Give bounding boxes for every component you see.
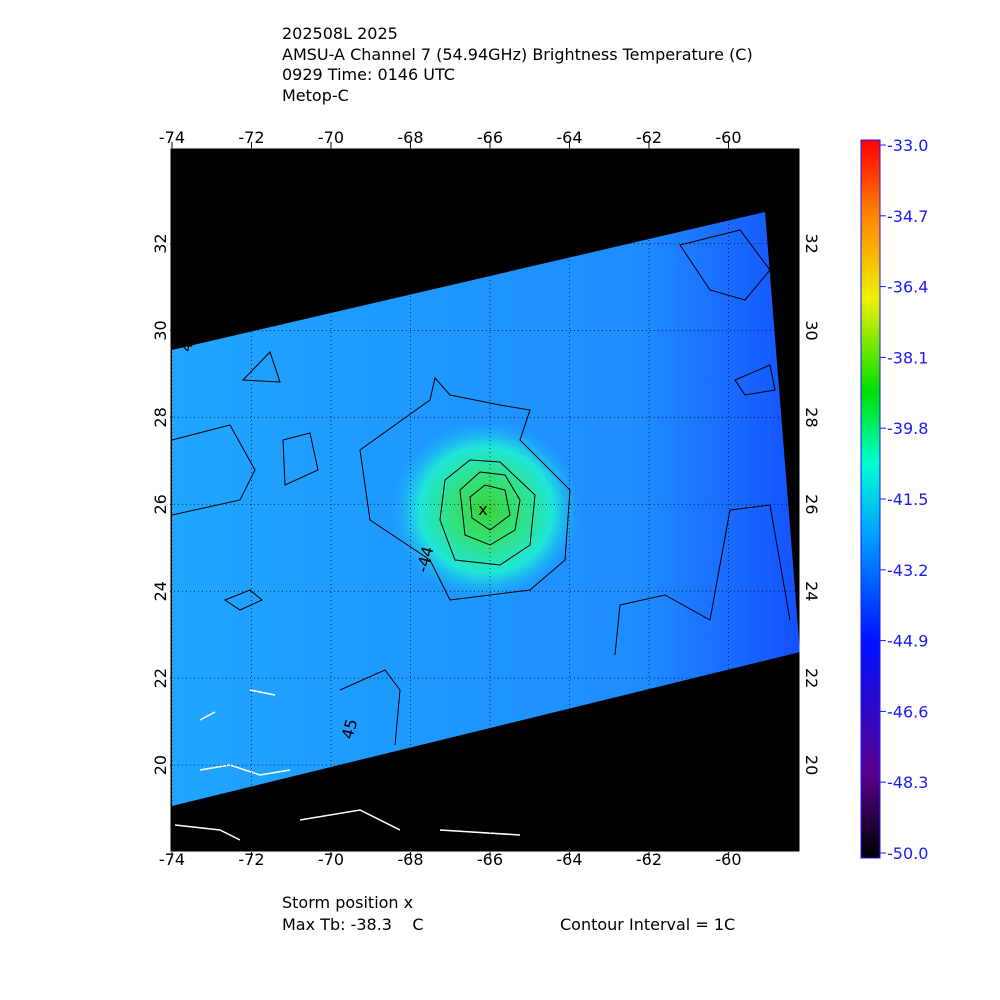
colorbar-label: -34.7 [887,207,928,226]
lat-label: 24 [802,581,821,601]
coastline [174,689,521,841]
colorbar-label: -36.4 [887,278,928,297]
lon-label: -72 [238,128,264,147]
lon-label: -66 [477,850,503,869]
lat-label: 26 [151,494,170,514]
lat-label: 28 [151,407,170,427]
lat-label: 30 [151,320,170,340]
colorbar-label: -41.5 [887,490,928,509]
lon-label: -70 [318,128,344,147]
colorbar-label: -33.0 [887,136,928,155]
colorbar [860,139,881,859]
lon-label: -70 [318,850,344,869]
lat-label: 30 [802,320,821,340]
lat-label: 28 [802,407,821,427]
lon-label: -68 [397,850,423,869]
graticule [170,148,800,852]
lon-label: -60 [715,128,741,147]
lon-label: -60 [715,850,741,869]
axis-labels: -74 -74 -72 -72 -70 -70 -68 -68 -66 -66 -64 -64 -62 -… [151,128,821,869]
colorbar-label: -44.9 [887,632,928,651]
contours [171,229,791,746]
lon-label: -74 [159,850,185,869]
colorbar-label: -38.1 [887,348,928,367]
title-line: Metop-C [282,86,349,105]
contour-label: 45 [338,717,362,742]
lat-label: 32 [802,233,821,253]
lon-label: -74 [159,128,185,147]
map-frame [169,147,801,853]
lat-label: 22 [802,668,821,688]
lat-label: 20 [151,755,170,775]
title-line: 0929 Time: 0146 UTC [282,65,455,84]
colorbar-label: -50.0 [887,844,928,863]
lat-label: 20 [802,755,821,775]
lon-label: -64 [556,128,582,147]
colorbar-label: -48.3 [887,773,928,792]
lon-label: -66 [477,128,503,147]
lon-label: -62 [636,850,662,869]
lat-label: 24 [151,581,170,601]
storm-position: Storm position x [282,893,413,912]
title-line: AMSU-A Channel 7 (54.94GHz) Brightness T… [282,45,753,64]
colorbar-labels: -33.0 -34.7 -36.4 -38.1 -39.8 -41.5 -43.2 -44.9… [880,136,928,863]
lon-label: -62 [636,128,662,147]
lon-label: -64 [556,850,582,869]
warm-core [391,420,581,600]
lat-label: 32 [151,233,170,253]
max-tb: Max Tb: -38.3 C [282,915,423,934]
storm-marker: x [478,500,487,519]
lon-label: -72 [238,850,264,869]
colorbar-label: -39.8 [887,419,928,438]
colorbar-label: -43.2 [887,561,928,580]
lat-label: 26 [802,494,821,514]
header: 202508L 2025 AMSU-A Channel 7 (54.94GHz)… [282,24,753,105]
title-line: 202508L 2025 [282,24,398,43]
footer: Storm position x Max Tb: -38.3 C Contour… [282,893,735,934]
colorbar-label: -46.6 [887,702,928,721]
contour-label: 4 [176,339,197,354]
lon-label: -68 [397,128,423,147]
contour-interval: Contour Interval = 1C [560,915,735,934]
lat-label: 22 [151,668,170,688]
